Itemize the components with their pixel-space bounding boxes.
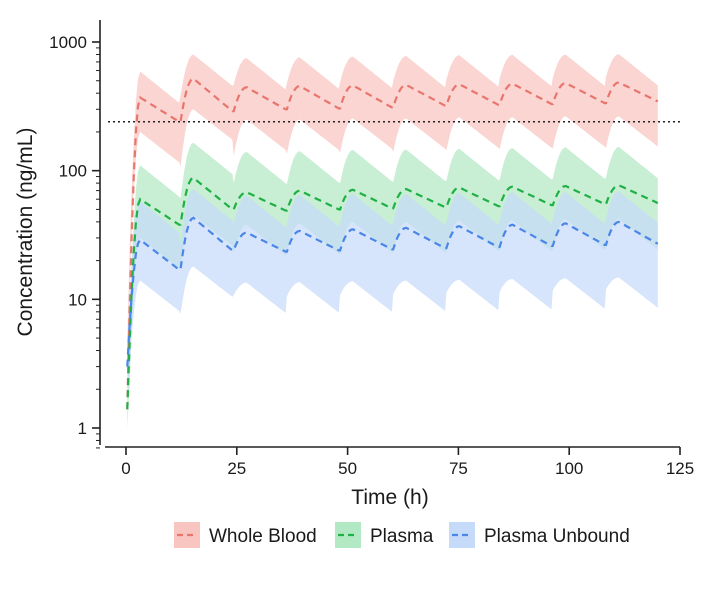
y-axis-title: Concentration (ng/mL) (14, 128, 37, 337)
legend: Whole Blood Plasma Plasma Unbound (174, 522, 630, 548)
x-ticks: 0 25 50 75 100 125 (121, 447, 694, 478)
x-tick-label: 125 (666, 459, 694, 478)
band-plasma-unbound (127, 189, 658, 412)
y-tick-label: 1 (78, 419, 87, 438)
x-axis-title: Time (h) (351, 486, 428, 509)
legend-item-whole-blood: Whole Blood (174, 522, 317, 548)
y-ticks: 1 10 100 1000 (49, 33, 100, 449)
x-axis: 0 25 50 75 100 125 (105, 446, 694, 478)
x-tick-label: 100 (555, 459, 583, 478)
x-tick-label: 25 (227, 459, 246, 478)
legend-label: Whole Blood (209, 526, 317, 547)
band-whole-blood (127, 54, 658, 367)
y-axis: 1 10 100 1000 (49, 20, 101, 449)
confidence-bands (127, 54, 658, 428)
legend-label: Plasma Unbound (484, 526, 630, 547)
y-tick-label: 100 (59, 162, 87, 181)
y-tick-label: 10 (68, 290, 87, 309)
median-lines (126, 77, 659, 410)
x-tick-label: 50 (338, 459, 357, 478)
legend-item-plasma: Plasma (335, 522, 434, 548)
line-whole-blood (126, 77, 659, 410)
legend-label: Plasma (370, 526, 434, 547)
x-tick-label: 75 (449, 459, 468, 478)
x-tick-label: 0 (121, 459, 130, 478)
line-plasma-unbound (126, 216, 659, 367)
legend-item-plasma-unbound: Plasma Unbound (449, 522, 630, 548)
y-tick-label: 1000 (49, 33, 87, 52)
line-plasma (126, 176, 659, 410)
